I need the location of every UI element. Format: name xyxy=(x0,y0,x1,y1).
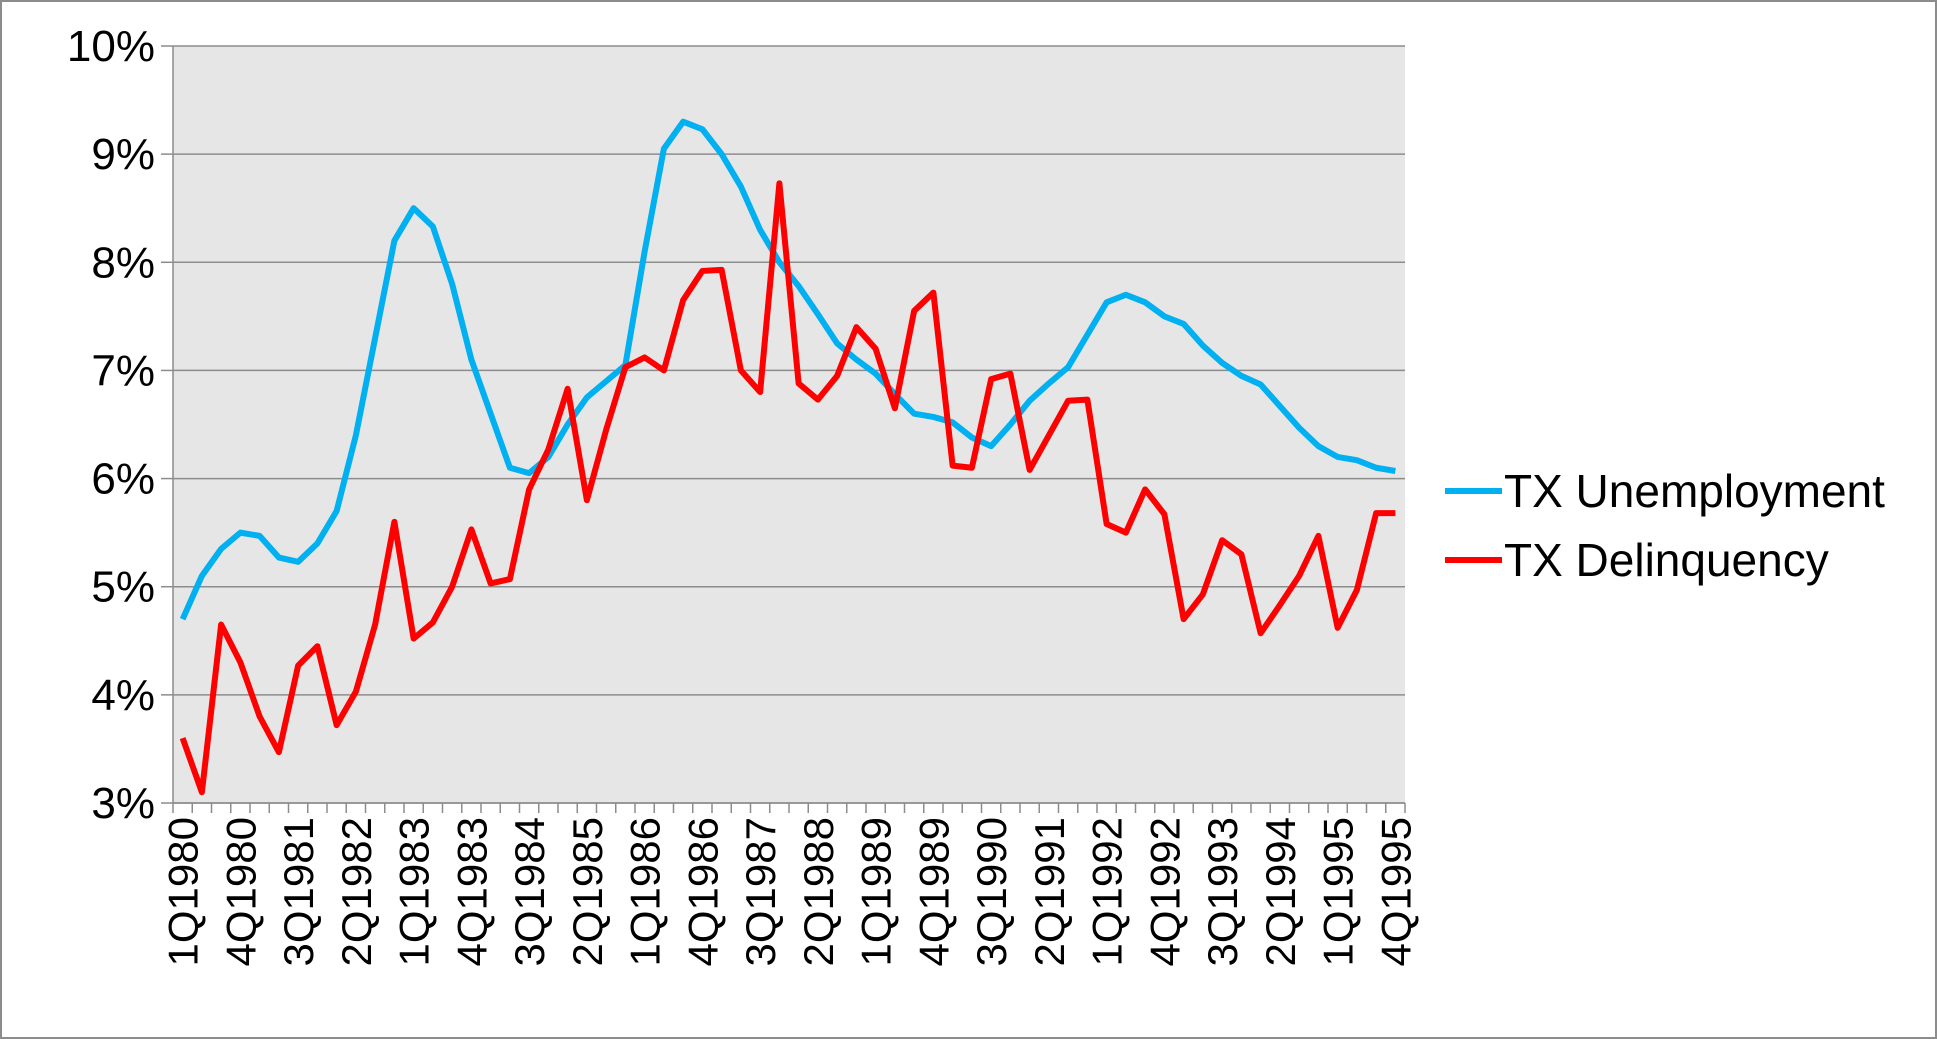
x-tick-label: 2Q1994 xyxy=(1257,817,1304,966)
x-tick-label: 1Q1992 xyxy=(1084,817,1131,966)
x-tick-label: 1Q1995 xyxy=(1315,817,1362,966)
x-tick-label: 4Q1980 xyxy=(217,817,264,966)
y-tick-label: 6% xyxy=(91,455,155,504)
x-tick-label: 2Q1991 xyxy=(1026,817,1073,966)
y-tick-label: 5% xyxy=(91,563,155,612)
x-tick-label: 3Q1990 xyxy=(968,817,1015,966)
x-tick-label: 2Q1985 xyxy=(564,817,611,966)
x-tick-label: 3Q1987 xyxy=(737,817,784,966)
x-tick-label: 3Q1984 xyxy=(506,817,553,966)
x-tick-label: 1Q1980 xyxy=(160,817,207,966)
legend-label: TX Unemployment xyxy=(1504,465,1885,517)
series-line xyxy=(179,180,1396,796)
x-tick-label: 1Q1983 xyxy=(391,817,438,966)
x-tick-label: 4Q1992 xyxy=(1141,817,1188,966)
x-tick-label: 3Q1993 xyxy=(1199,817,1246,966)
y-tick-label: 8% xyxy=(91,238,155,287)
y-tick-label: 9% xyxy=(91,130,155,179)
y-tick-label: 7% xyxy=(91,346,155,395)
x-tick-label: 4Q1986 xyxy=(679,817,726,966)
x-tick-label: 1Q1989 xyxy=(853,817,900,966)
x-tick-label: 3Q1981 xyxy=(275,817,322,966)
legend-label: TX Delinquency xyxy=(1504,534,1829,586)
x-tick-label: 4Q1995 xyxy=(1372,817,1419,966)
y-tick-label: 4% xyxy=(91,671,155,720)
x-tick-label: 2Q1988 xyxy=(795,817,842,966)
x-tick-label: 4Q1989 xyxy=(910,817,957,966)
y-tick-label: 3% xyxy=(91,779,155,828)
x-tick-label: 4Q1983 xyxy=(448,817,495,966)
x-tick-label: 1Q1986 xyxy=(622,817,669,966)
plot-area xyxy=(173,46,1405,803)
y-tick-label: 10% xyxy=(67,22,155,71)
x-tick-label: 2Q1982 xyxy=(333,817,380,966)
